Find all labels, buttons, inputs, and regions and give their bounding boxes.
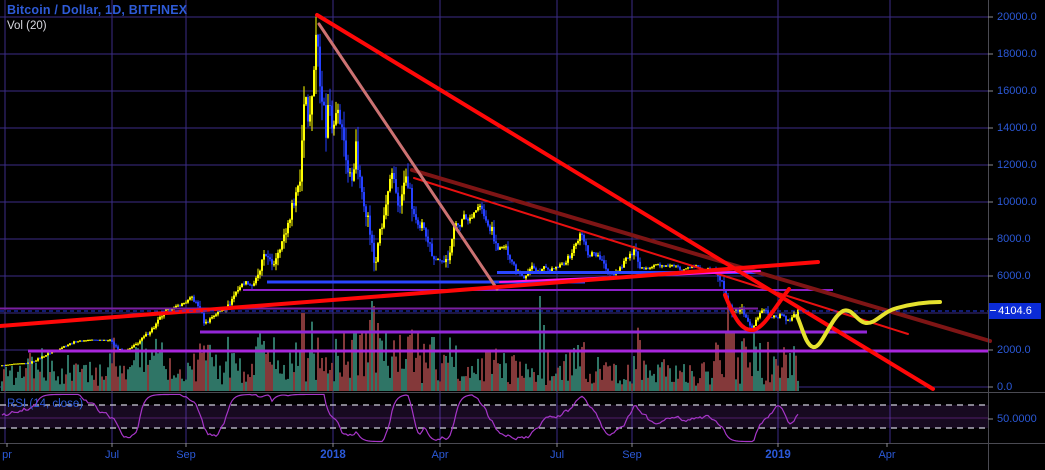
price-axis-label: 12000.0 bbox=[997, 159, 1037, 171]
maroon-descending-trendline bbox=[410, 168, 992, 343]
price-axis-label: 0.0 bbox=[997, 381, 1013, 393]
time-axis-label: 2018 bbox=[320, 449, 346, 461]
price-axis-label: 10000.0 bbox=[997, 196, 1037, 208]
salmon-descending-trendline bbox=[317, 22, 499, 291]
current-price-tick bbox=[990, 310, 996, 311]
time-axis-label: Apr bbox=[878, 449, 896, 461]
price-axis-label: 14000.0 bbox=[997, 122, 1037, 134]
time-axis-label: Apr bbox=[431, 449, 449, 461]
red-v-bottom-curve bbox=[723, 287, 791, 333]
grid-lines bbox=[0, 0, 988, 443]
time-axis-label: 2019 bbox=[765, 449, 791, 461]
price-axis-label: 20000.0 bbox=[997, 11, 1037, 23]
time-axis-label: Jul bbox=[549, 449, 565, 461]
horizontal-level-lines bbox=[0, 271, 988, 353]
price-axis[interactable] bbox=[988, 0, 1045, 443]
price-axis-label: 16000.0 bbox=[997, 85, 1037, 97]
candles bbox=[1, 16, 799, 367]
rsi-pane bbox=[0, 393, 988, 443]
time-axis-label: Sep bbox=[622, 449, 642, 461]
time-axis-label: pr bbox=[2, 449, 12, 461]
price-axis-label: 2000.0 bbox=[997, 344, 1031, 356]
price-axis-label: 50.0000 bbox=[997, 413, 1037, 425]
price-axis-label: 6000.0 bbox=[997, 270, 1031, 282]
current-price-badge: 4104.6 bbox=[989, 303, 1041, 319]
time-axis-label: Sep bbox=[176, 449, 196, 461]
price-axis-label: 8000.0 bbox=[997, 233, 1031, 245]
rsi-line bbox=[1, 393, 799, 443]
thin-red-descending-trendline bbox=[413, 177, 909, 335]
yellow-projection-curve bbox=[795, 300, 942, 349]
time-axis-label: Jul bbox=[104, 449, 120, 461]
red-ascending-support-trendline bbox=[0, 260, 820, 328]
volume-bars bbox=[1, 296, 799, 391]
price-axis-label: 18000.0 bbox=[997, 48, 1037, 60]
